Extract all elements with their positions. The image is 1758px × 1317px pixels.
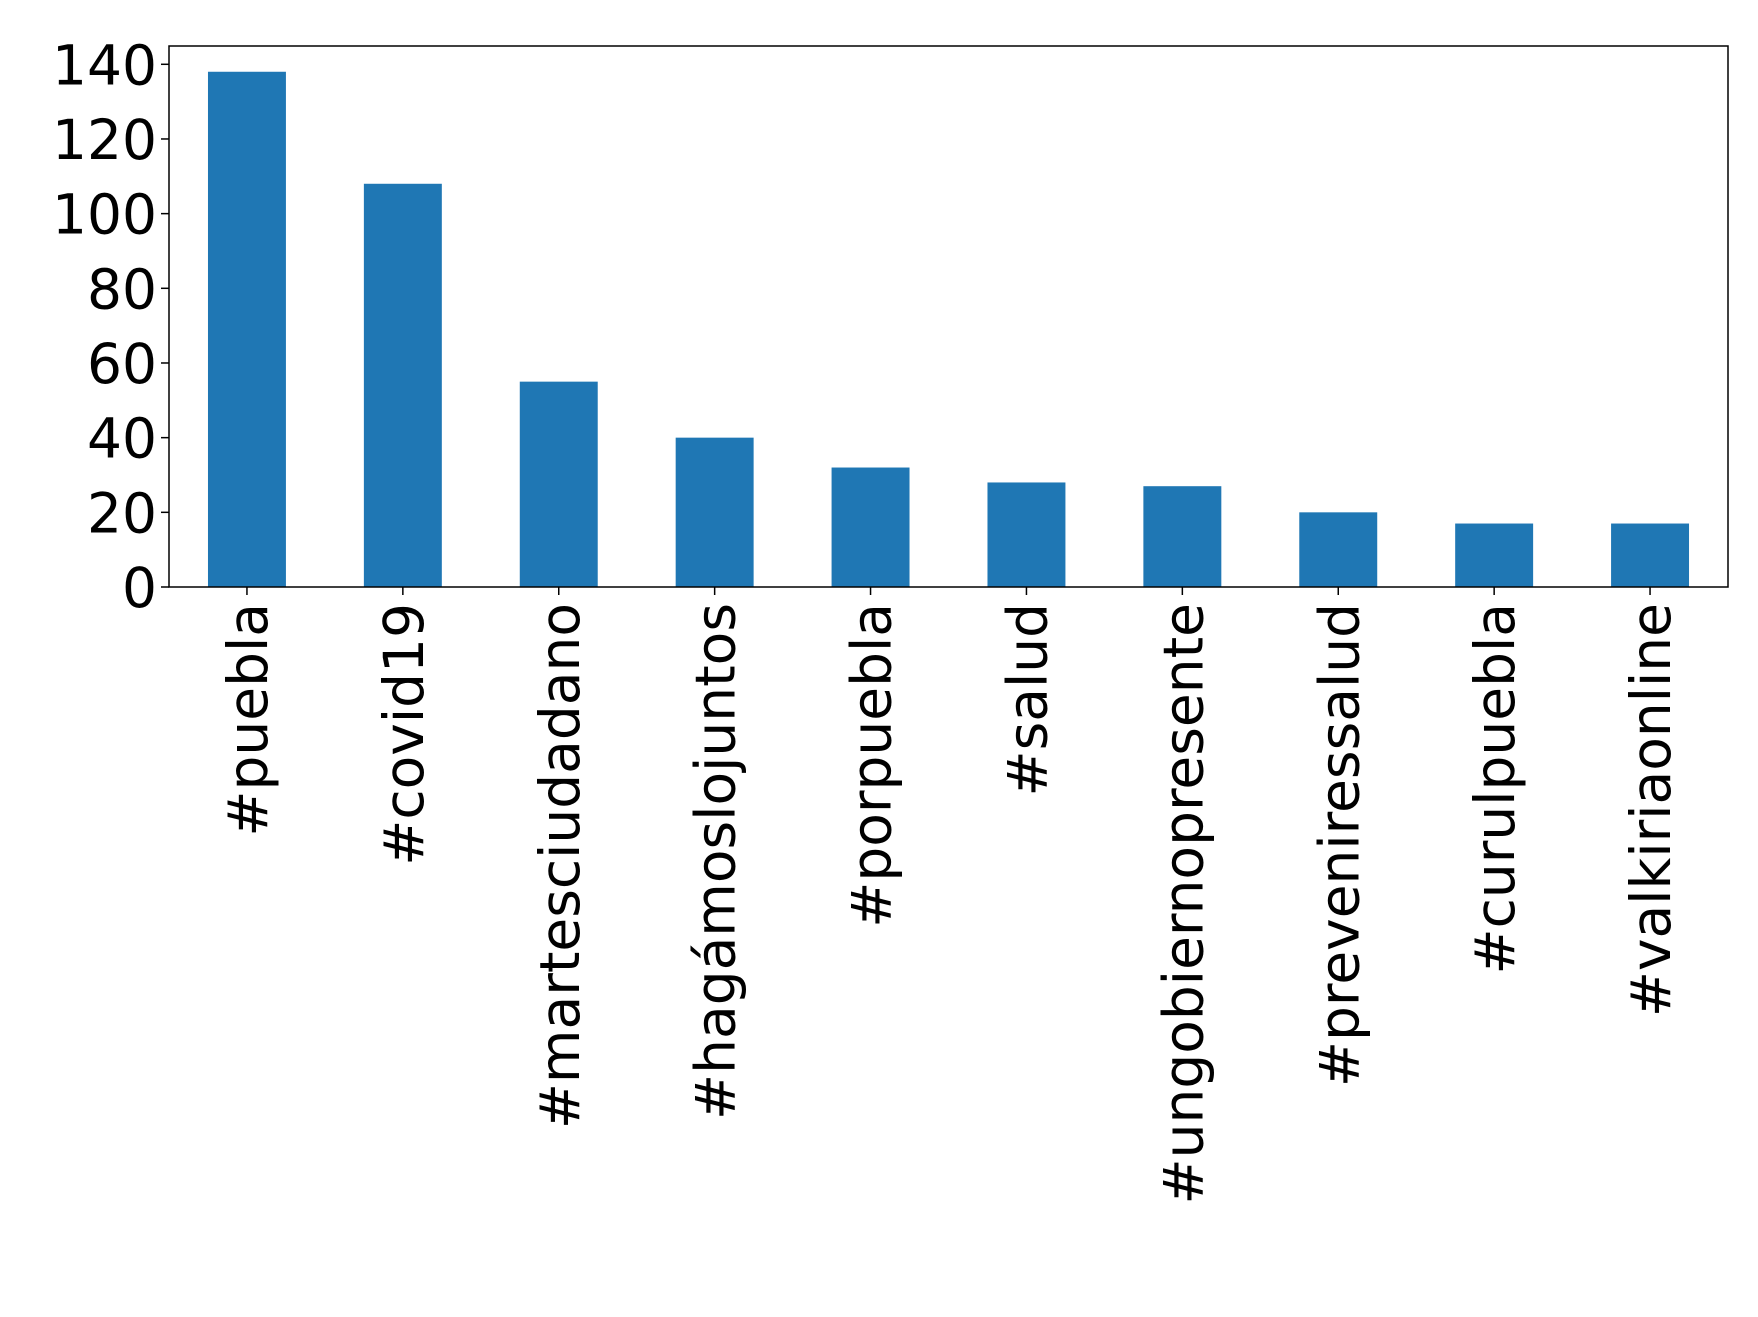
x-tick-label: #curulpuebla: [1463, 603, 1527, 974]
y-tick-label: 80: [87, 257, 157, 321]
bar: [675, 437, 754, 587]
x-tick-label: #valkiriaonline: [1619, 603, 1683, 1017]
y-tick-label: 20: [87, 481, 157, 545]
plot-frame: [168, 45, 1729, 588]
bar: [1611, 523, 1690, 587]
bar: [1299, 512, 1378, 587]
bar: [1143, 486, 1222, 587]
y-tick-label: 60: [87, 332, 157, 396]
bar: [987, 482, 1066, 587]
x-tick-label: #salud: [995, 603, 1059, 797]
x-tick-label: #preveniressalud: [1307, 603, 1371, 1087]
y-tick-label: 100: [52, 183, 157, 247]
y-tick-label: 140: [52, 33, 157, 97]
x-tick-label: #hagámoslojuntos: [684, 603, 748, 1120]
x-tick-label: #ungobiernopresente: [1151, 603, 1215, 1204]
bar: [519, 381, 598, 587]
bar: [363, 183, 442, 587]
y-tick-label: 120: [52, 108, 157, 172]
bar: [831, 467, 910, 587]
x-tick-label: #puebla: [216, 603, 280, 837]
y-tick-label: 40: [87, 407, 157, 471]
bar: [1455, 523, 1534, 587]
y-tick-label: 0: [122, 556, 157, 620]
x-tick-label: #covid19: [372, 603, 436, 866]
x-tick-label: #porpuebla: [840, 603, 904, 928]
bar: [207, 71, 286, 587]
x-tick-label: #martesciudadano: [528, 603, 592, 1129]
